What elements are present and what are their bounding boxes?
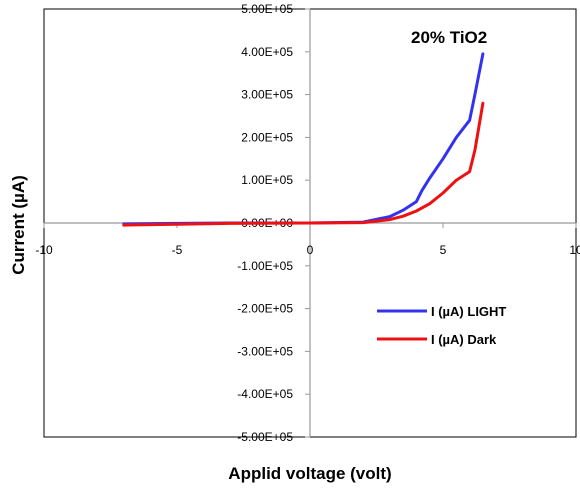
x-tick-label: 5 (440, 243, 447, 257)
y-tick-label: -1.00E+05 (237, 259, 293, 273)
y-tick-label: 3.00E+05 (241, 88, 293, 102)
x-tick-label: -5 (172, 243, 183, 257)
x-tick-label: 10 (569, 243, 580, 257)
y-tick-label: -3.00E+05 (237, 344, 293, 358)
chart-title: 20% TiO2 (411, 28, 487, 47)
y-axis-title: Current (µA) (9, 175, 28, 275)
legend-label-dark: I (µA) Dark (431, 332, 497, 347)
y-tick-label: -2.00E+05 (237, 302, 293, 316)
x-tick-label: -10 (35, 243, 53, 257)
series-line-dark (122, 101, 485, 227)
legend: I (µA) LIGHT I (µA) Dark (377, 304, 506, 347)
legend-label-light: I (µA) LIGHT (431, 304, 506, 319)
y-tick-label: 4.00E+05 (241, 45, 293, 59)
y-tick-label: 1.00E+05 (241, 173, 293, 187)
y-tick-label: -4.00E+05 (237, 387, 293, 401)
x-ticks: -10 -5 0 5 10 (35, 223, 580, 257)
series-lines (122, 52, 485, 227)
x-tick-label: 0 (307, 243, 314, 257)
y-tick-label: -5.00E+05 (237, 430, 293, 444)
y-tick-label: 2.00E+05 (241, 130, 293, 144)
y-tick-label: 5.00E+05 (241, 2, 293, 16)
x-axis-title: Applid voltage (volt) (228, 464, 391, 483)
